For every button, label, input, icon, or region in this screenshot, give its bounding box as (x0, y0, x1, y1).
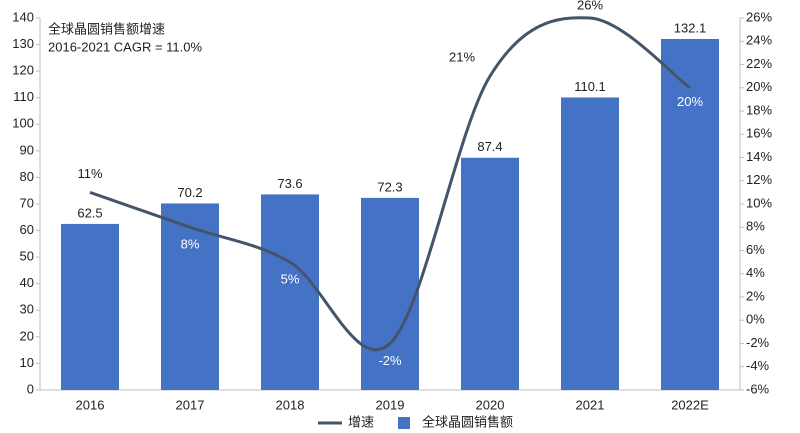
x-tick-label: 2020 (476, 397, 505, 412)
bar-value-label: 62.5 (77, 205, 102, 220)
y-tick-label: 10 (20, 355, 34, 370)
bar-value-label: 70.2 (177, 185, 202, 200)
annotation: 全球晶圆销售额增速 (48, 21, 165, 36)
y-tick-label: 30 (20, 302, 34, 317)
y-tick-label: 140 (12, 9, 34, 24)
y2-tick-label: 6% (746, 242, 765, 257)
bar (561, 97, 619, 390)
y-tick-label: 50 (20, 249, 34, 264)
x-tick-label: 2021 (576, 397, 605, 412)
legend-label: 全球晶圆销售额 (422, 414, 513, 429)
y2-tick-label: 2% (746, 288, 765, 303)
y2-tick-label: 0% (746, 312, 765, 327)
y2-tick-label: 10% (746, 195, 772, 210)
y-tick-label: 70 (20, 195, 34, 210)
y-tick-label: 110 (13, 89, 34, 104)
line-value-label: 21% (449, 50, 475, 65)
legend-swatch (398, 417, 411, 429)
y2-tick-label: 4% (746, 265, 765, 280)
y-tick-label: 0 (27, 381, 34, 396)
x-tick-label: 2018 (276, 397, 305, 412)
bar-value-label: 87.4 (477, 139, 502, 154)
y2-tick-label: 22% (746, 56, 772, 71)
y2-tick-label: -4% (746, 358, 770, 373)
legend: 增速 全球晶圆销售额 (318, 414, 513, 429)
y-tick-label: 40 (20, 275, 34, 290)
y2-tick-label: 14% (746, 149, 772, 164)
line-value-label: 20% (677, 94, 703, 109)
x-tick-label: 2019 (376, 397, 405, 412)
bar (261, 194, 319, 390)
x-tick-label: 2022E (671, 397, 709, 412)
bar (61, 223, 119, 390)
bar (361, 197, 419, 390)
y-tick-label: 60 (20, 222, 34, 237)
y2-tick-label: 20% (746, 79, 772, 94)
bar (461, 157, 519, 390)
y2-tick-label: 12% (746, 172, 772, 187)
legend-label: 增速 (348, 414, 374, 429)
y2-tick-label: 24% (746, 33, 772, 48)
y2-tick-label: -2% (746, 335, 770, 350)
line-value-label: 26% (577, 0, 603, 12)
line-value-label: 8% (181, 237, 200, 252)
y-tick-label: 130 (12, 36, 34, 51)
bar (161, 203, 219, 390)
line-value-label: 11% (77, 166, 102, 181)
y2-tick-label: 8% (746, 219, 765, 234)
line-value-label: 5% (281, 272, 300, 287)
y-tick-label: 80 (20, 169, 34, 184)
bar-value-label: 110.1 (574, 79, 606, 94)
line (89, 16, 691, 352)
y-tick-label: 90 (20, 142, 34, 157)
y2-tick-label: -6% (746, 381, 770, 396)
bar (661, 38, 719, 391)
y2-tick-label: 16% (746, 126, 772, 141)
y-tick-label: 20 (20, 328, 34, 343)
y-tick-label: 120 (12, 63, 34, 78)
bar-value-label: 132.1 (674, 20, 707, 35)
bar-value-label: 72.3 (377, 179, 402, 194)
y2-tick-label: 26% (746, 9, 772, 24)
bar-value-label: 73.6 (277, 176, 302, 191)
y-tick-label: 100 (12, 116, 34, 131)
annotation: 2016-2021 CAGR = 11.0% (48, 39, 202, 54)
line-value-label: -2% (378, 353, 402, 368)
y2-tick-label: 18% (746, 102, 772, 117)
x-tick-label: 2017 (176, 397, 205, 412)
x-tick-label: 2016 (76, 397, 105, 412)
